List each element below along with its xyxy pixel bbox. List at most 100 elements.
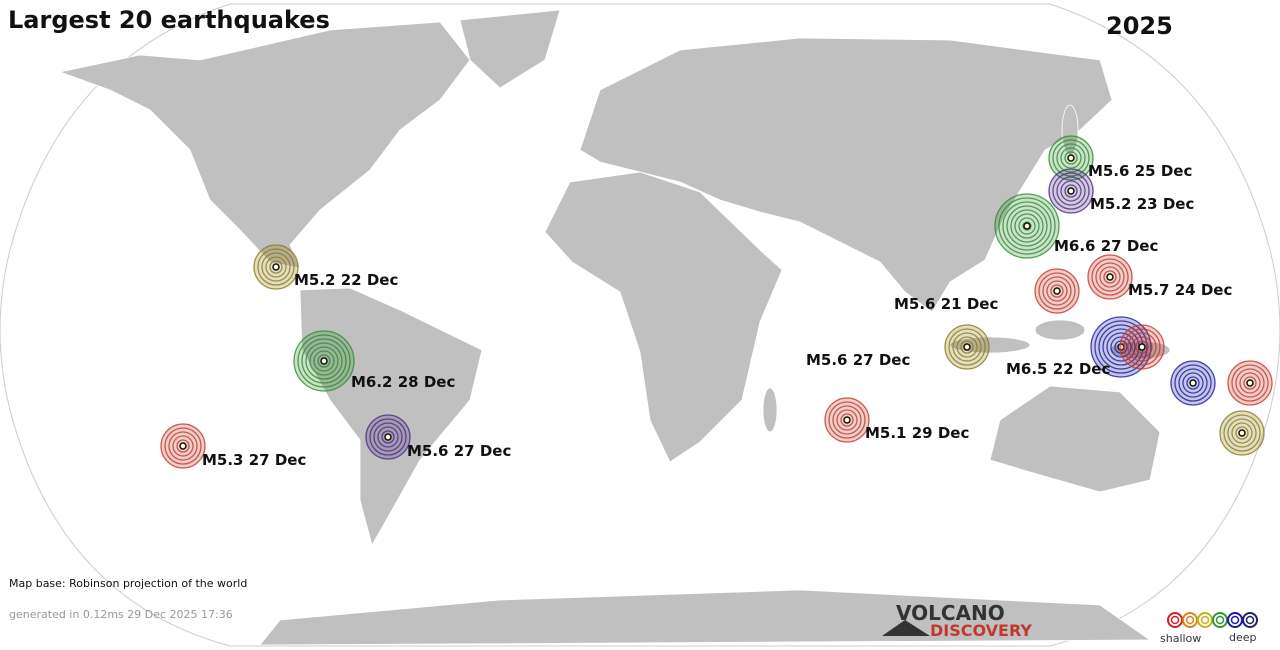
quake-center [1023, 222, 1031, 230]
quake-ring [1022, 221, 1032, 231]
quake-ring [1060, 180, 1082, 202]
quake-marker [1048, 168, 1094, 214]
legend-ring [1227, 612, 1243, 628]
quake-ring [1010, 209, 1044, 243]
quake-marker [1170, 360, 1216, 406]
quake-label: M5.6 27 Dec [806, 351, 910, 369]
quake-ring [257, 248, 295, 286]
quake-ring [176, 439, 190, 453]
quake-ring [840, 413, 854, 427]
logo-icon [882, 620, 930, 636]
quake-center [1053, 287, 1061, 295]
legend-ring [1200, 615, 1210, 625]
quake-center [843, 416, 851, 424]
quake-label: M6.2 28 Dec [351, 373, 455, 391]
legend-ring [1182, 612, 1198, 628]
quake-marker [1227, 360, 1273, 406]
quake-ring [305, 342, 343, 380]
quake-label: M5.3 27 Dec [202, 451, 306, 469]
quake-ring [1186, 376, 1200, 390]
quake-ring [369, 418, 407, 456]
quake-label: M5.6 25 Dec [1088, 162, 1192, 180]
quake-ring [1060, 147, 1082, 169]
quake-marker [160, 423, 206, 469]
quake-ring [1174, 364, 1212, 402]
legend-ring [1245, 615, 1255, 625]
quake-center [1189, 379, 1197, 387]
quake-ring [1106, 332, 1136, 362]
quake-ring [1127, 332, 1157, 362]
quake-marker [1090, 316, 1152, 378]
quake-ring [836, 409, 858, 431]
quake-ring [381, 430, 395, 444]
legend-ring [1197, 612, 1213, 628]
quake-marker [994, 193, 1060, 259]
legend-ring [1212, 612, 1228, 628]
quake-ring [261, 252, 291, 282]
quake-label: M5.2 22 Dec [294, 271, 398, 289]
quake-center [1238, 429, 1246, 437]
quake-ring [1014, 213, 1040, 239]
quake-ring [952, 332, 982, 362]
quake-ring [168, 431, 198, 461]
quake-center [272, 263, 280, 271]
quake-ring [828, 401, 866, 439]
quake-ring [377, 426, 399, 448]
quake-marker [1087, 254, 1133, 300]
legend-ring [1215, 615, 1225, 625]
quake-ring [832, 405, 862, 435]
quake-label: M5.1 29 Dec [865, 424, 969, 442]
legend-ring [1170, 615, 1180, 625]
quake-ring [1227, 418, 1257, 448]
quake-ring [948, 328, 986, 366]
quake-ring [1064, 151, 1078, 165]
legend [1167, 612, 1258, 628]
quake-ring [1231, 422, 1253, 444]
legend-ring [1167, 612, 1183, 628]
quake-ring [1052, 172, 1090, 210]
quake-marker [944, 324, 990, 370]
quake-ring [164, 427, 202, 465]
legend-ring [1242, 612, 1258, 628]
quake-center [384, 433, 392, 441]
title: Largest 20 earthquakes [8, 6, 330, 34]
quake-center [1246, 379, 1254, 387]
quake-center [963, 343, 971, 351]
quake-ring [1038, 272, 1076, 310]
quake-ring [1110, 336, 1132, 358]
quake-marker [253, 244, 299, 290]
quake-ring [1006, 205, 1048, 247]
quake-label: M6.5 22 Dec [1006, 360, 1110, 378]
year: 2025 [1106, 12, 1173, 40]
quake-ring [1056, 143, 1086, 173]
quake-ring [1095, 262, 1125, 292]
quake-ring [1052, 139, 1090, 177]
quake-ring [998, 197, 1056, 255]
map-base: Map base: Robinson projection of the wor… [9, 577, 247, 590]
quake-marker [365, 414, 411, 460]
quake-ring [317, 354, 331, 368]
quake-marker [293, 330, 355, 392]
quake-ring [960, 340, 974, 354]
quake-ring [373, 422, 403, 452]
quake-ring [1231, 364, 1269, 402]
quake-ring [313, 350, 335, 372]
quake-marker [824, 397, 870, 443]
legend-deep: deep [1229, 631, 1257, 644]
quake-ring [1178, 368, 1208, 398]
quake-ring [1099, 266, 1121, 288]
generated: generated in 0.12ms 29 Dec 2025 17:36 [9, 608, 233, 621]
quake-ring [1235, 426, 1249, 440]
quake-ring [1046, 280, 1068, 302]
quake-center [179, 442, 187, 450]
quake-ring [1064, 184, 1078, 198]
quakes: M5.6 25 Dec M5.2 23 Dec M6.6 27 Dec M5.2 22… [160, 135, 1273, 469]
legend-ring [1185, 615, 1195, 625]
quake-center [1138, 343, 1146, 351]
quake-ring [172, 435, 194, 457]
quake-ring [301, 338, 347, 384]
land [58, 9, 1171, 646]
quake-label: M5.6 27 Dec [407, 442, 511, 460]
quake-label: M6.6 27 Dec [1054, 237, 1158, 255]
